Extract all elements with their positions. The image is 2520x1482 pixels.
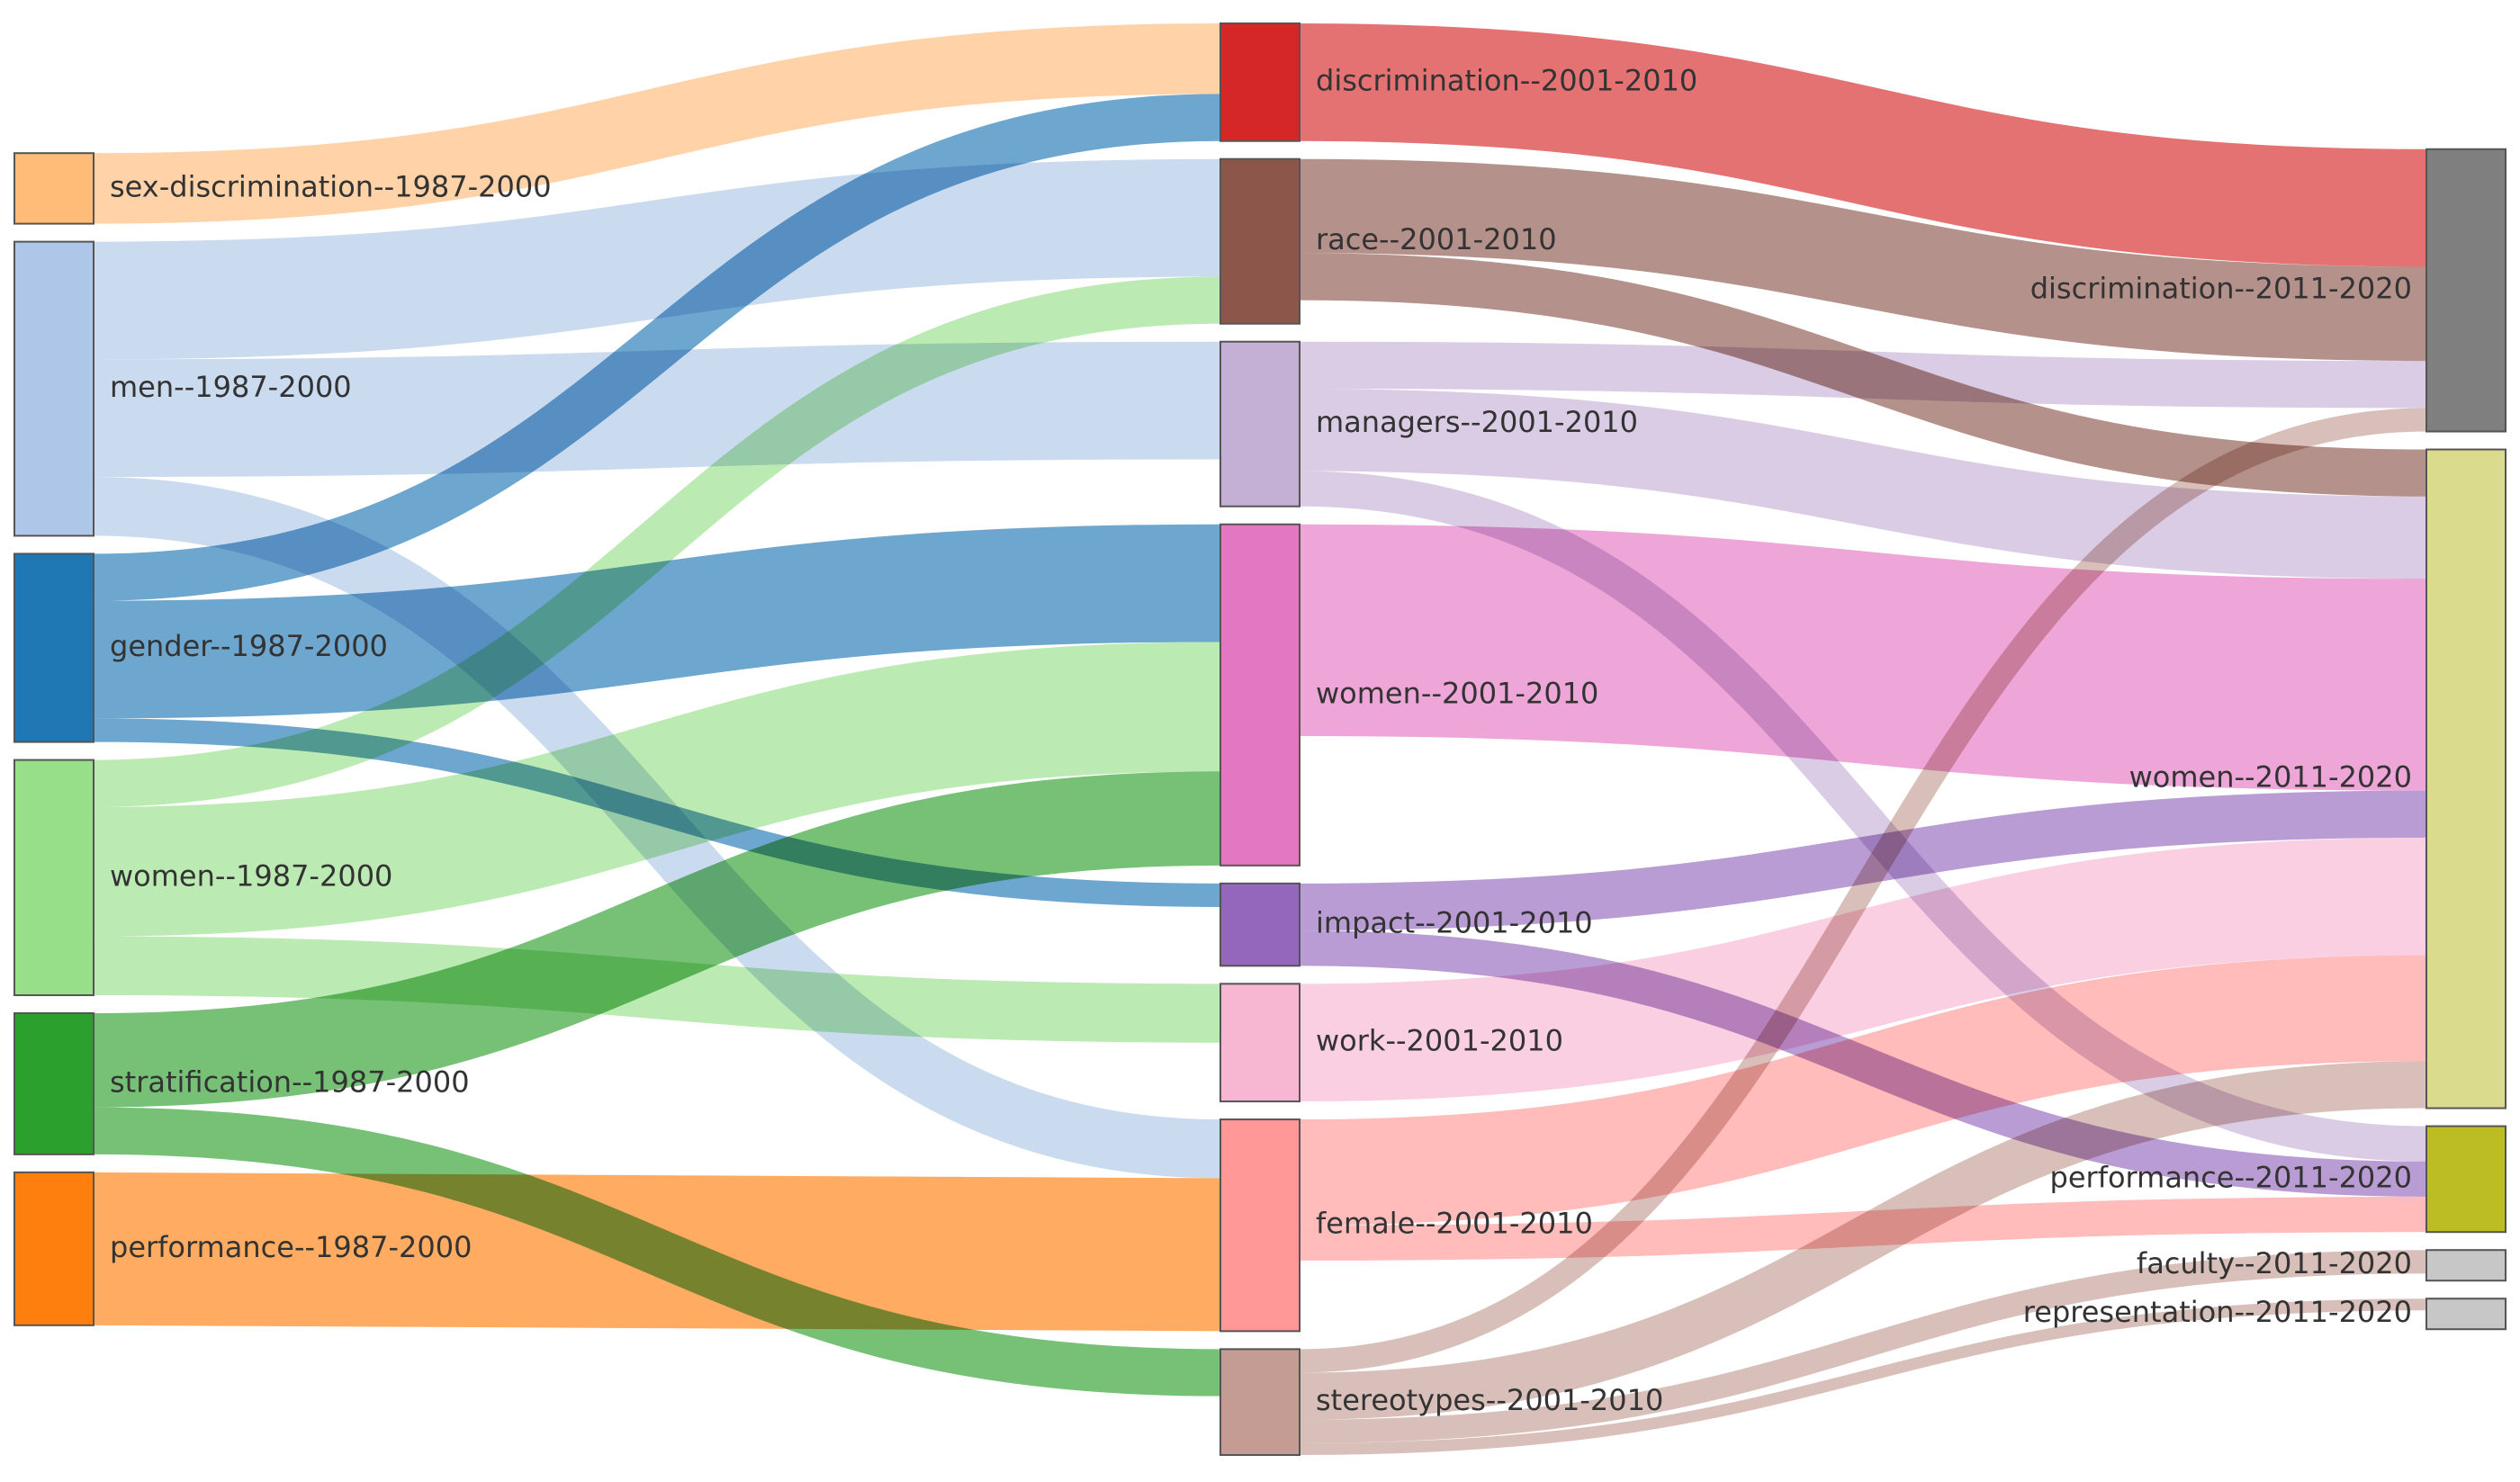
label-representation--2011-2020: representation--2011-2020 xyxy=(2023,1295,2412,1329)
link-managers--2001-2010-to-women--2011-2020[interactable] xyxy=(1299,389,2427,579)
label-discrimination--2001-2010: discrimination--2001-2010 xyxy=(1316,63,1697,97)
label-gender--1987-2000: gender--1987-2000 xyxy=(110,629,388,663)
node-managers--2001-2010[interactable] xyxy=(1220,340,1300,507)
node-stratification--1987-2000[interactable] xyxy=(14,1012,94,1155)
node-performance--1987-2000[interactable] xyxy=(14,1171,94,1326)
label-performance--2011-2020: performance--2011-2020 xyxy=(2050,1160,2412,1194)
node-race--2001-2010[interactable] xyxy=(1220,157,1300,325)
label-stereotypes--2001-2010: stereotypes--2001-2010 xyxy=(1316,1383,1663,1417)
link-managers--2001-2010-to-discrimination--2011-2020[interactable] xyxy=(1299,341,2427,409)
node-gender--1987-2000[interactable] xyxy=(14,552,94,743)
link-gender--1987-2000-to-women--2001-2010[interactable] xyxy=(93,524,1221,719)
label-women--1987-2000: women--1987-2000 xyxy=(110,858,392,893)
node-men--1987-2000[interactable] xyxy=(14,240,94,537)
label-work--2001-2010: work--2001-2010 xyxy=(1316,1024,1563,1058)
nodes-layer xyxy=(14,22,2506,1456)
link-discrimination--2001-2010-to-discrimination--2011-2020[interactable] xyxy=(1299,22,2427,267)
label-race--2001-2010: race--2001-2010 xyxy=(1316,222,1557,256)
link-stereotypes--2001-2010-to-representation--2011-2020[interactable] xyxy=(1299,1298,2427,1455)
node-performance--2011-2020[interactable] xyxy=(2426,1125,2506,1234)
node-women--1987-2000[interactable] xyxy=(14,759,94,997)
node-work--2001-2010[interactable] xyxy=(1220,983,1300,1103)
node-women--2001-2010[interactable] xyxy=(1220,523,1300,867)
link-performance--1987-2000-to-female--2001-2010[interactable] xyxy=(93,1172,1221,1332)
label-managers--2001-2010: managers--2001-2010 xyxy=(1316,405,1638,439)
node-impact--2001-2010[interactable] xyxy=(1220,882,1300,967)
label-discrimination--2011-2020: discrimination--2011-2020 xyxy=(2030,272,2412,306)
node-female--2001-2010[interactable] xyxy=(1220,1118,1300,1333)
link-women--1987-2000-to-women--2001-2010[interactable] xyxy=(93,642,1221,937)
label-performance--1987-2000: performance--1987-2000 xyxy=(110,1230,472,1264)
labels-layer: sex-discrimination--1987-2000 men--1987-2… xyxy=(110,63,2412,1417)
label-female--2001-2010: female--2001-2010 xyxy=(1316,1207,1593,1241)
label-stratification--1987-2000: stratification--1987-2000 xyxy=(110,1064,470,1099)
links-layer xyxy=(93,22,2427,1455)
node-stereotypes--2001-2010[interactable] xyxy=(1220,1348,1300,1456)
label-women--2011-2020: women--2011-2020 xyxy=(2129,760,2412,795)
link-women--2001-2010-to-women--2011-2020[interactable] xyxy=(1299,524,2427,791)
node-representation--2011-2020[interactable] xyxy=(2426,1298,2506,1331)
link-gender--1987-2000-to-discrimination--2001-2010[interactable] xyxy=(93,94,1221,601)
label-women--2001-2010: women--2001-2010 xyxy=(1316,676,1598,710)
node-discrimination--2001-2010[interactable] xyxy=(1220,22,1300,142)
node-faculty--2011-2020[interactable] xyxy=(2426,1249,2506,1282)
link-stratification--1987-2000-to-women--2001-2010[interactable] xyxy=(93,771,1221,1108)
link-female--2001-2010-to-women--2011-2020[interactable] xyxy=(1299,955,2427,1226)
label-sex-discrimination--1987-2000: sex-discrimination--1987-2000 xyxy=(110,169,552,203)
link-women--1987-2000-to-race--2001-2010[interactable] xyxy=(93,276,1221,807)
node-discrimination--2011-2020[interactable] xyxy=(2426,148,2506,433)
label-men--1987-2000: men--1987-2000 xyxy=(110,370,352,404)
link-stereotypes--2001-2010-to-faculty--2011-2020[interactable] xyxy=(1299,1250,2427,1443)
link-men--1987-2000-to-race--2001-2010[interactable] xyxy=(93,158,1221,360)
label-impact--2001-2010: impact--2001-2010 xyxy=(1316,906,1593,940)
link-men--1987-2000-to-managers--2001-2010[interactable] xyxy=(93,341,1221,478)
link-sex-discrimination--1987-2000-to-discrimination--2001-2010[interactable] xyxy=(93,23,1221,224)
link-race--2001-2010-to-discrimination--2011-2020[interactable] xyxy=(1299,158,2427,362)
link-stereotypes--2001-2010-to-discrimination--2011-2020[interactable] xyxy=(1299,408,2427,1373)
label-faculty--2011-2020: faculty--2011-2020 xyxy=(2137,1246,2412,1280)
node-women--2011-2020[interactable] xyxy=(2426,448,2506,1109)
node-sex-discrimination--1987-2000[interactable] xyxy=(14,152,94,225)
link-stereotypes--2001-2010-to-women--2011-2020[interactable] xyxy=(1299,1061,2427,1420)
link-impact--2001-2010-to-women--2011-2020[interactable] xyxy=(1299,790,2427,931)
link-work--2001-2010-to-women--2011-2020[interactable] xyxy=(1299,837,2427,1102)
